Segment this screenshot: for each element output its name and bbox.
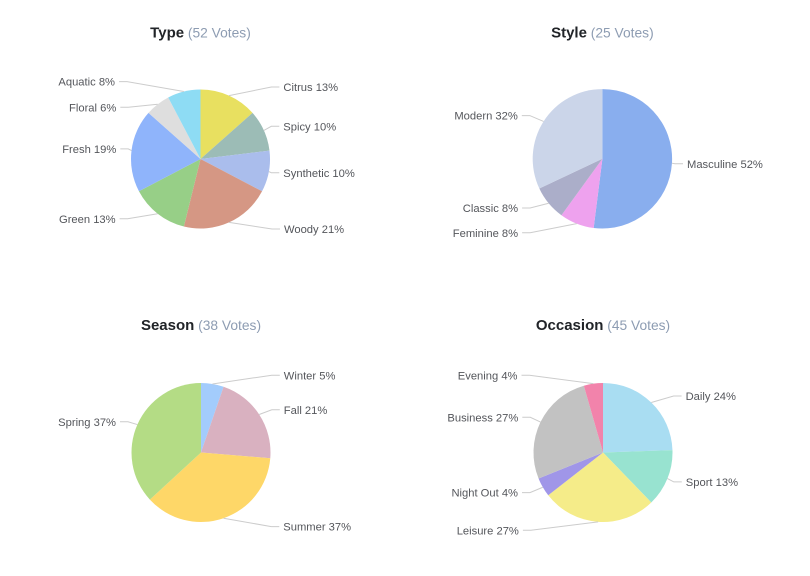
- svg-text:Night Out 4%: Night Out 4%: [451, 488, 518, 500]
- svg-text:Season (38 Votes): Season (38 Votes): [141, 317, 261, 334]
- svg-text:Masculine 52%: Masculine 52%: [687, 159, 763, 171]
- svg-text:Style (25 Votes): Style (25 Votes): [551, 25, 654, 42]
- svg-text:Modern 32%: Modern 32%: [454, 111, 517, 123]
- svg-text:Sport 13%: Sport 13%: [686, 477, 738, 489]
- svg-text:Occasion (45 Votes): Occasion (45 Votes): [536, 317, 670, 334]
- svg-text:Type (52 Votes): Type (52 Votes): [150, 25, 251, 42]
- svg-text:Evening 4%: Evening 4%: [458, 370, 518, 382]
- svg-text:Business 27%: Business 27%: [447, 412, 518, 424]
- svg-text:Summer 37%: Summer 37%: [283, 522, 351, 534]
- svg-text:Woody 21%: Woody 21%: [284, 224, 344, 236]
- svg-text:Winter 5%: Winter 5%: [284, 370, 336, 382]
- svg-text:Spicy 10%: Spicy 10%: [283, 121, 336, 133]
- svg-text:Floral 6%: Floral 6%: [69, 102, 116, 114]
- svg-text:Green 13%: Green 13%: [59, 214, 116, 226]
- svg-text:Synthetic 10%: Synthetic 10%: [283, 168, 355, 180]
- svg-text:Citrus 13%: Citrus 13%: [283, 82, 338, 94]
- svg-text:Daily 24%: Daily 24%: [686, 391, 736, 403]
- svg-text:Leisure 27%: Leisure 27%: [457, 525, 519, 537]
- svg-text:Classic 8%: Classic 8%: [463, 203, 518, 215]
- svg-text:Spring 37%: Spring 37%: [58, 417, 116, 429]
- svg-text:Aquatic 8%: Aquatic 8%: [58, 77, 115, 89]
- svg-text:Fresh 19%: Fresh 19%: [62, 144, 116, 156]
- svg-text:Fall 21%: Fall 21%: [284, 405, 328, 417]
- svg-text:Feminine 8%: Feminine 8%: [453, 228, 518, 240]
